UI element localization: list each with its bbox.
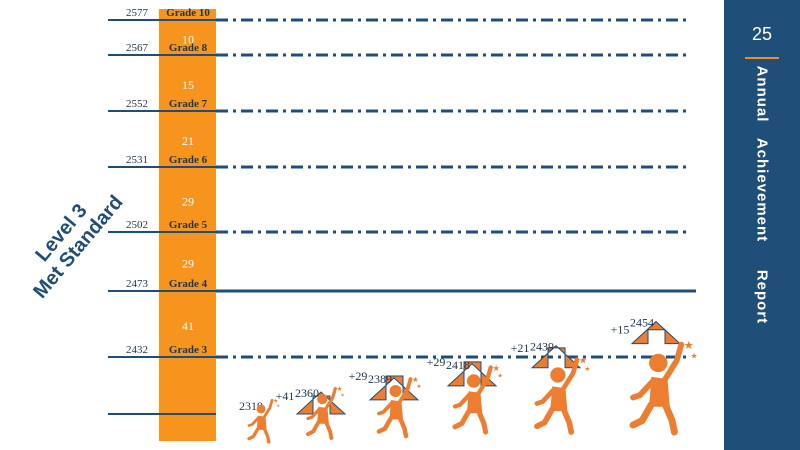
threshold-score-label: 2531 bbox=[126, 154, 148, 166]
student-leg-front bbox=[661, 400, 678, 436]
student-head bbox=[389, 385, 402, 397]
student-body bbox=[389, 400, 403, 420]
sparkle-star-icon: ★ bbox=[684, 340, 694, 352]
threshold-score-label: 2473 bbox=[126, 278, 149, 290]
sparkle-star-icon: ★ bbox=[498, 373, 503, 380]
student-jumping-icon: ★★ bbox=[306, 385, 346, 440]
score-gain-label: +29 bbox=[427, 355, 446, 369]
student-head bbox=[466, 374, 481, 388]
student-leg-back bbox=[306, 420, 321, 437]
threshold-gap-label: 15 bbox=[182, 78, 194, 92]
student-head bbox=[550, 367, 566, 383]
sparkle-star-icon: ★ bbox=[417, 384, 422, 390]
threshold-score-label: 2577 bbox=[126, 7, 149, 19]
threshold-score-label: 2432 bbox=[126, 344, 148, 356]
student-leg-front bbox=[476, 409, 489, 435]
threshold-grade-label: Grade 7 bbox=[169, 98, 208, 110]
student-leg-front bbox=[324, 420, 334, 440]
sidebar-word-achievement: Achievement bbox=[753, 137, 771, 243]
student-leg-back bbox=[452, 409, 472, 430]
student-jumping-icon: ★★ bbox=[376, 375, 422, 439]
student-leg-back bbox=[629, 400, 655, 429]
threshold-grade-label: Grade 6 bbox=[169, 154, 208, 166]
sidebar-word-report: Report bbox=[753, 269, 771, 325]
student-body bbox=[317, 406, 329, 424]
student-arm bbox=[377, 401, 394, 416]
student-score-label: 2418 bbox=[446, 358, 470, 372]
threshold-score-label: 2552 bbox=[126, 98, 148, 110]
student-arm-raised bbox=[561, 357, 580, 391]
growth-arrow bbox=[630, 320, 682, 345]
threshold-gap-label: 29 bbox=[182, 195, 194, 209]
student-arm bbox=[534, 387, 556, 406]
student-leg-front bbox=[397, 415, 409, 439]
threshold-grade-label: Grade 4 bbox=[169, 278, 208, 290]
student-score-label: 2389 bbox=[368, 372, 392, 386]
student-head bbox=[256, 404, 266, 414]
student-arm bbox=[306, 407, 321, 421]
student-leg-back bbox=[534, 406, 556, 430]
sidebar-word-annual: Annual bbox=[753, 65, 771, 123]
score-gain-label: +41 bbox=[276, 389, 295, 403]
student-arm bbox=[247, 416, 260, 427]
grade-band bbox=[159, 9, 216, 441]
sparkle-star-icon: ★ bbox=[492, 363, 500, 373]
threshold-gap-label: 21 bbox=[182, 134, 194, 148]
student-head bbox=[317, 393, 328, 405]
score-gain-label: +29 bbox=[349, 369, 368, 383]
sparkle-star-icon: ★ bbox=[273, 397, 278, 404]
student-body bbox=[550, 386, 568, 412]
student-jumping-icon: ★★ bbox=[452, 363, 503, 435]
student-arm bbox=[630, 378, 656, 401]
student-arm-raised bbox=[662, 341, 685, 382]
student-leg-back bbox=[247, 427, 260, 441]
sparkle-star-icon: ★ bbox=[337, 385, 343, 393]
report-sidebar: 25 Annual Achievement Report bbox=[724, 0, 800, 450]
student-jumping-icon: ★★ bbox=[629, 340, 698, 436]
threshold-grade-label: Grade 3 bbox=[169, 344, 208, 356]
student-arm-raised bbox=[398, 377, 413, 404]
student-leg-back bbox=[376, 415, 394, 434]
threshold-gap-label: 10 bbox=[182, 33, 194, 47]
student-jumping-icon: ★★ bbox=[534, 356, 591, 435]
threshold-grade-label: Grade 5 bbox=[169, 219, 208, 231]
growth-arrow bbox=[446, 361, 498, 387]
page-number-rule bbox=[745, 57, 779, 59]
student-arm-raised bbox=[263, 398, 274, 419]
chart: 2577 Grade 10 2567 Grade 8 2552 Grade 7 2531 Gr… bbox=[108, 7, 698, 444]
threshold-score-label: 2567 bbox=[126, 42, 149, 54]
score-gain-label: +15 bbox=[611, 323, 630, 337]
threshold-score-label: 2502 bbox=[126, 219, 148, 231]
student-score-label: 2360 bbox=[295, 386, 319, 400]
sparkle-star-icon: ★ bbox=[341, 392, 346, 397]
growth-arrow bbox=[530, 345, 582, 369]
sparkle-star-icon: ★ bbox=[579, 356, 588, 367]
threshold-grade-label: Grade 8 bbox=[169, 42, 208, 54]
score-gain-label: +21 bbox=[511, 341, 530, 355]
sparkle-star-icon: ★ bbox=[412, 375, 419, 384]
sparkle-star-icon: ★ bbox=[277, 404, 281, 408]
student-jumping-icon: ★★ bbox=[247, 397, 281, 444]
student-arm bbox=[452, 392, 472, 409]
threshold-gap-label: 29 bbox=[182, 257, 194, 271]
student-leg-front bbox=[262, 427, 271, 444]
sparkle-star-icon: ★ bbox=[585, 365, 591, 373]
threshold-grade-label: Grade 10 bbox=[166, 7, 210, 19]
student-body bbox=[256, 415, 267, 430]
student-score-label: 2439 bbox=[530, 340, 554, 354]
student-body bbox=[466, 391, 483, 414]
student-arm-raised bbox=[476, 365, 493, 396]
sparkle-star-icon: ★ bbox=[691, 351, 698, 360]
page-number: 25 bbox=[751, 24, 773, 44]
student-head bbox=[649, 353, 668, 373]
student-score-label: 2454 bbox=[630, 316, 654, 330]
threshold-gap-label: 41 bbox=[182, 319, 194, 333]
student-arm-raised bbox=[324, 386, 337, 410]
student-body bbox=[649, 376, 670, 407]
student-leg-front bbox=[560, 406, 575, 435]
